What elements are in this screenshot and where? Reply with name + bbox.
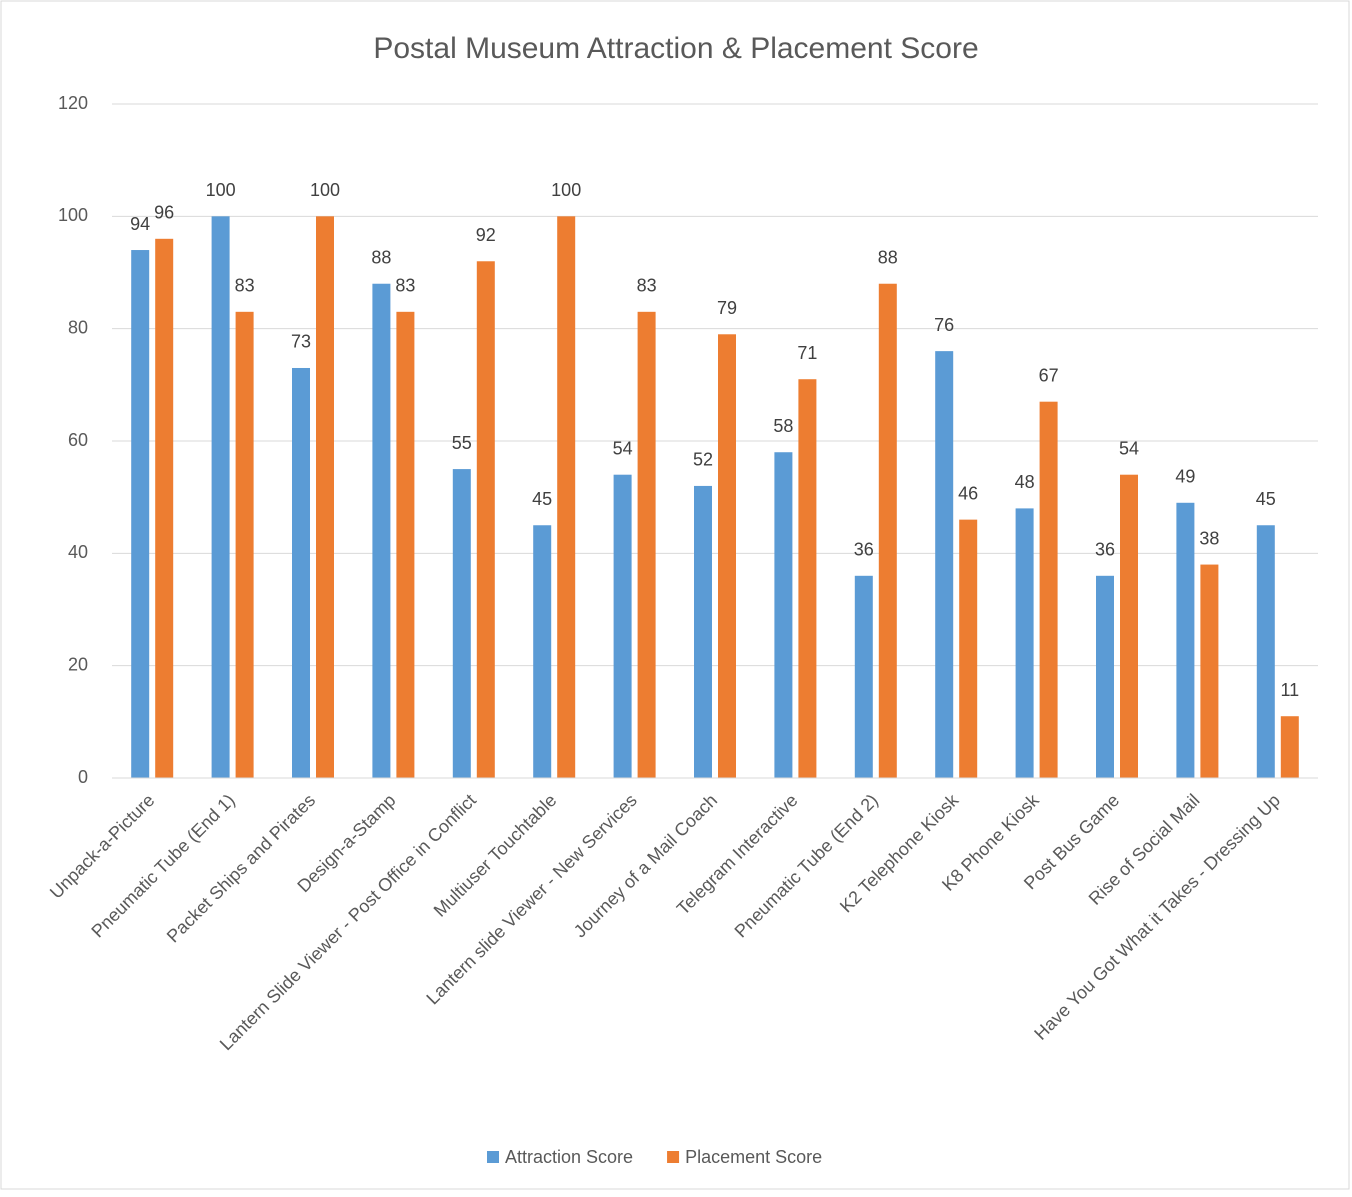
data-label: 79 [717,298,737,318]
data-label: 96 [154,203,174,223]
data-label: 45 [1256,489,1276,509]
data-label: 83 [395,276,415,296]
bar [774,452,793,778]
bar [155,238,174,779]
y-tick-label: 0 [78,767,88,787]
legend-swatch [667,1151,680,1163]
bar [533,525,552,778]
bar [452,469,471,778]
data-label: 92 [476,225,496,245]
bar [372,283,391,778]
data-label: 49 [1175,467,1195,487]
legend-swatch [487,1151,499,1163]
y-tick-label: 80 [68,317,88,337]
data-label: 38 [1199,528,1219,548]
bar [798,379,817,778]
bar [1176,502,1195,778]
y-tick-label: 100 [58,205,88,225]
bar [396,311,415,778]
bar [694,485,712,778]
legend-label: Placement Score [685,1147,822,1167]
y-tick-label: 20 [68,654,88,674]
bar [131,250,150,779]
bar [557,216,576,779]
bar [854,575,873,778]
data-label: 100 [310,180,340,200]
data-label: 52 [693,450,713,470]
legend-label: Attraction Score [505,1147,633,1167]
bar [1280,716,1299,778]
data-label: 11 [1280,680,1299,700]
data-label: 76 [934,315,954,335]
data-label: 83 [637,276,657,296]
data-label: 45 [532,489,552,509]
bar [1039,401,1058,778]
y-tick-label: 60 [68,430,88,450]
data-label: 83 [235,276,255,296]
bar [613,474,632,778]
data-label: 54 [1119,438,1139,458]
bar [292,367,310,778]
bar [316,216,334,779]
data-label: 46 [958,483,978,503]
data-label: 71 [797,343,817,363]
data-label: 55 [452,433,472,453]
data-label: 100 [206,180,236,200]
bar [235,311,254,778]
data-label: 73 [291,332,311,352]
data-label: 54 [613,438,633,458]
bar [637,311,656,778]
bar [878,283,897,778]
bar [1120,474,1138,778]
bar [1015,508,1034,778]
data-label: 58 [773,416,793,436]
bar [959,519,978,778]
data-label: 67 [1039,365,1059,385]
bar [1256,525,1275,778]
bar [718,334,736,778]
data-label: 94 [130,214,150,234]
y-tick-label: 40 [68,542,88,562]
data-label: 36 [1095,540,1115,560]
bar [1096,575,1114,778]
data-label: 36 [854,540,874,560]
bar [1200,564,1219,778]
bar [476,261,495,778]
chart-title: Postal Museum Attraction & Placement Sco… [373,32,978,65]
data-label: 88 [878,247,898,267]
data-label: 88 [371,247,391,267]
bar [935,351,954,778]
bar [211,216,230,779]
y-tick-label: 120 [58,93,88,113]
data-label: 48 [1015,472,1035,492]
data-label: 100 [551,180,581,200]
